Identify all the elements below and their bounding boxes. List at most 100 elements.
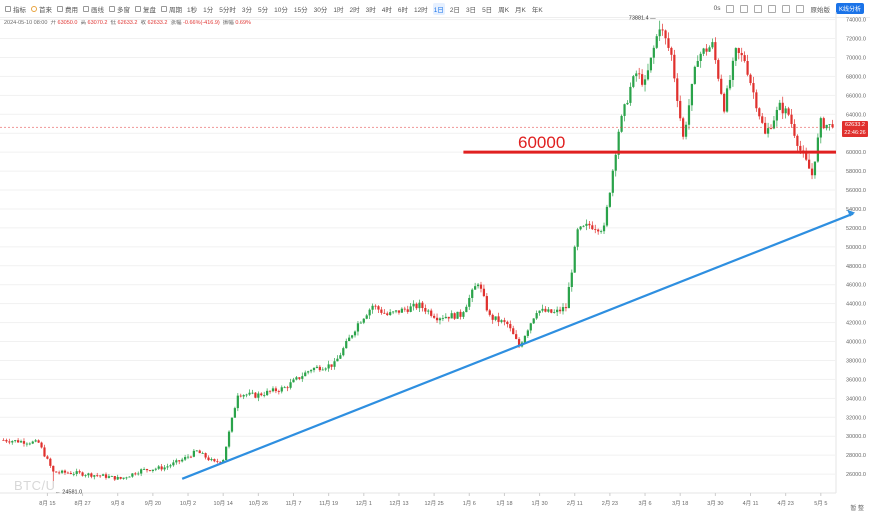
layout-icon[interactable] [796,4,805,13]
period-17[interactable]: 5日 [482,6,493,14]
period-15[interactable]: 2日 [449,6,460,14]
candle-body [213,459,216,462]
candle-body [391,311,395,313]
candle-body [585,223,588,226]
candle-body [5,440,8,442]
period-5[interactable]: 10分 [274,6,288,14]
period-20[interactable]: 年K [531,6,543,14]
candle-body [163,467,166,470]
tool-replay[interactable]: 复盘 [135,4,156,14]
candle-body [468,297,471,307]
candle-body [561,307,565,312]
camera-icon[interactable] [740,4,749,13]
tool-label: 首来 [39,6,52,14]
candle-body [424,308,427,312]
candle-body [679,100,682,119]
candle-body [339,355,342,359]
candle-body [289,382,292,388]
trend-line[interactable] [181,212,854,480]
candle-body [599,231,603,233]
period-9[interactable]: 2时 [349,6,360,14]
candle-body [725,88,729,112]
candle-body [620,115,623,132]
candle-body [113,476,116,480]
candle-body [667,38,670,48]
speed-toggle[interactable]: 0s [713,5,721,12]
candle-body [723,93,726,112]
y-tick-label: 64000.0 [846,112,866,118]
period-7[interactable]: 30分 [313,6,328,14]
candle-body [389,312,392,316]
candle-body [309,370,313,372]
candle-body [787,108,790,115]
candle-body [286,387,289,389]
candle-body [828,124,831,125]
y-tick-label: 26000.0 [846,472,866,478]
candle-body [406,309,409,312]
candle-body [22,441,26,444]
candle-body [652,47,655,58]
open-label: 开 [50,20,57,26]
candle-body [737,48,740,53]
x-tick-label: 10月 26 [249,500,268,507]
candle-body [333,361,336,367]
candle-body [93,475,96,477]
candle-body [40,442,43,448]
expand-icon[interactable] [726,4,735,13]
period-12[interactable]: 6时 [397,6,408,14]
period-4[interactable]: 5分 [258,6,269,14]
moon-icon[interactable] [782,4,791,13]
candle-body [778,102,781,110]
tool-sun[interactable]: 首来 [31,4,52,14]
candle-body [295,377,298,380]
period-13[interactable]: 12时 [413,6,428,14]
candle-body [324,368,327,370]
candle-body [207,457,210,461]
tool-draw[interactable]: 画线 [83,4,104,14]
candle-body [181,459,184,462]
period-8[interactable]: 1时 [333,6,344,14]
candle-body [438,318,442,321]
settings-icon[interactable] [754,4,763,13]
period-3[interactable]: 3分 [241,6,252,14]
period-14[interactable]: 1日 [432,2,445,15]
change-value: -0.66%(-416.9) [183,20,220,26]
period-6[interactable]: 15分 [293,6,308,14]
candle-body [140,469,143,474]
period-19[interactable]: 月K [515,6,526,14]
tool-window[interactable]: 多窗 [109,4,130,14]
candle-body [96,475,99,477]
tool-indicator[interactable]: 指标 [5,4,26,14]
period-11[interactable]: 4时 [381,6,392,14]
candle-body [512,328,515,335]
candle-body [427,310,430,312]
candle-body [72,473,75,475]
candle-body [189,456,193,458]
candle-body [728,79,732,89]
tool-label: 周期 [169,6,182,14]
candle-body [356,323,360,332]
period-16[interactable]: 3日 [465,6,477,14]
candle-body [602,225,606,232]
period-2[interactable]: 5分时 [219,6,236,14]
level-60000-label: 60000 [518,133,566,152]
y-tick-label: 38000.0 [846,358,866,364]
candle-body [330,364,333,367]
candle-body [567,286,570,309]
candle-body [412,303,415,307]
period-0[interactable]: 1秒 [187,6,198,14]
x-tick-label: 9月 8 [111,500,124,507]
candle-body [459,311,462,317]
candle-body [342,348,345,356]
kline-analysis-button[interactable]: K线分析 [835,3,864,14]
x-tick-label: 10月 2 [180,500,196,507]
tool-coin[interactable]: 费用 [57,4,78,14]
period-10[interactable]: 3时 [365,6,376,14]
period-1[interactable]: 1分 [203,6,214,14]
version-select[interactable]: 原始版 [810,6,830,14]
tool-chevron-down[interactable]: 周期 [161,4,182,14]
period-18[interactable]: 周K [498,6,510,14]
fullscreen-icon[interactable] [768,4,777,13]
candle-body [374,305,377,307]
